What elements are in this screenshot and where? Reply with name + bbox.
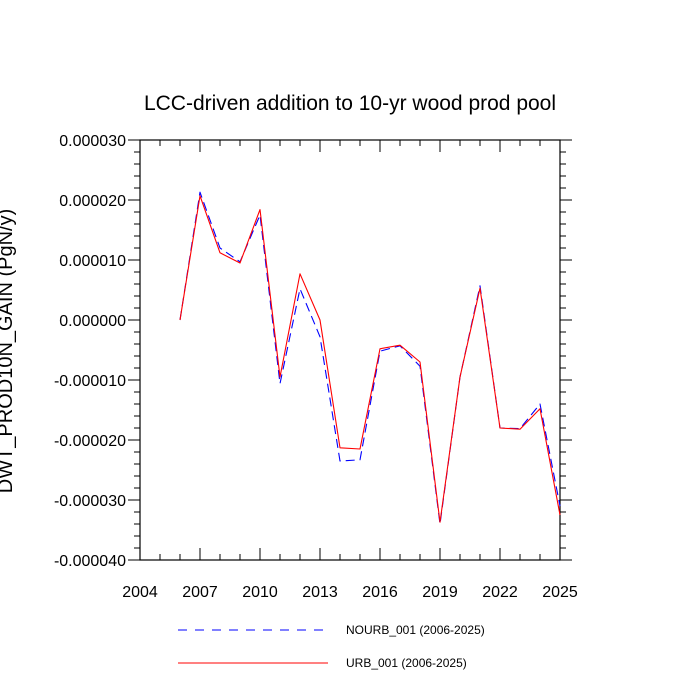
x-tick-label: 2025 [542,584,578,601]
y-tick-label: 0.000010 [59,253,126,270]
series-line-2 [179,195,561,523]
x-tick-label: 2019 [422,584,458,601]
x-tick-label: 2013 [302,584,338,601]
y-tick-label: -0.000020 [54,433,126,450]
legend: NOURB_001 (2006-2025) URB_001 (2006-2025) [178,623,485,670]
legend-label-2: URB_001 (2006-2025) [346,656,467,670]
series-line-1 [179,191,561,525]
y-tick-label: 0.000030 [59,133,126,150]
x-tick-label: 2004 [122,584,158,601]
chart-title: LCC-driven addition to 10-yr wood prod p… [144,92,556,115]
x-tick-label: 2022 [482,584,518,601]
legend-label-1: NOURB_001 (2006-2025) [346,623,485,637]
y-tick-label: 0.000000 [59,313,126,330]
y-tick-label: -0.000040 [54,553,126,570]
x-tick-label: 2007 [182,584,218,601]
x-tick-label: 2016 [362,584,398,601]
y-axis-label: DWT_PROD10N_GAIN (PgN/y) [0,209,17,494]
y-tick-label: -0.000030 [54,493,126,510]
y-tick-label: 0.000020 [59,193,126,210]
y-tick-label: -0.000010 [54,373,126,390]
plot-frame [139,139,561,561]
x-tick-label: 2010 [242,584,278,601]
plot-area: 2004 2007 2010 2013 2016 2019 2022 2025 -0.00004… [54,133,578,601]
